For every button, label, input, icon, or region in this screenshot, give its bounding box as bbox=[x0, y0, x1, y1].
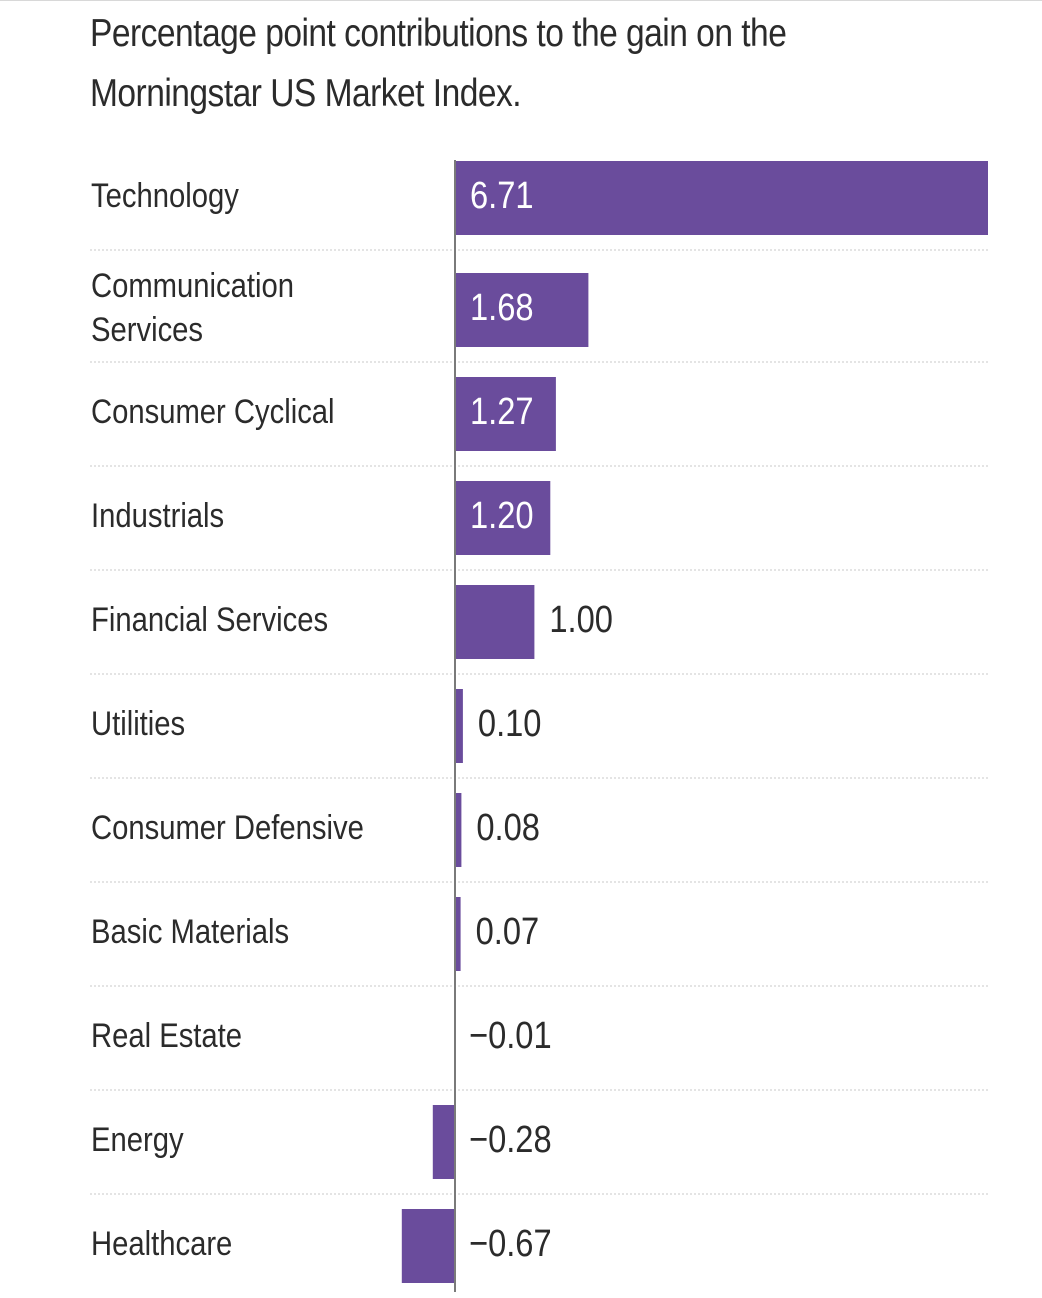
category-label: Basic Materials bbox=[91, 912, 289, 951]
value-label: 0.10 bbox=[478, 702, 542, 745]
bar bbox=[455, 897, 461, 971]
value-label: −0.28 bbox=[469, 1118, 552, 1161]
bar bbox=[401, 1209, 455, 1283]
value-label: 1.20 bbox=[470, 494, 534, 537]
bar bbox=[455, 793, 462, 867]
category-label: Consumer Defensive bbox=[91, 808, 364, 847]
chart-title: Percentage point contributions to the ga… bbox=[90, 12, 787, 115]
bar bbox=[455, 273, 589, 347]
bar bbox=[455, 481, 551, 555]
category-label: Technology bbox=[91, 176, 239, 215]
category-label: Real Estate bbox=[91, 1016, 242, 1055]
category-label: Healthcare bbox=[91, 1224, 232, 1263]
value-label: 1.27 bbox=[470, 390, 534, 433]
value-label: 0.07 bbox=[476, 910, 540, 953]
value-label: 0.08 bbox=[476, 806, 540, 849]
top-rule bbox=[0, 0, 1042, 1]
value-label: −0.67 bbox=[469, 1222, 552, 1265]
bar bbox=[432, 1105, 455, 1179]
category-label: Consumer Cyclical bbox=[91, 392, 335, 431]
category-label: Services bbox=[91, 310, 203, 349]
bar bbox=[455, 689, 463, 763]
bar bbox=[455, 161, 988, 235]
category-label: Communication bbox=[91, 266, 294, 305]
category-label: Industrials bbox=[91, 496, 224, 535]
value-label: −0.01 bbox=[469, 1014, 552, 1057]
value-label: 1.00 bbox=[549, 598, 613, 641]
value-label: 6.71 bbox=[470, 174, 534, 217]
category-label: Energy bbox=[91, 1120, 184, 1159]
category-label: Financial Services bbox=[91, 600, 328, 639]
bar bbox=[455, 585, 535, 659]
value-label: 1.68 bbox=[470, 286, 534, 329]
bar bbox=[455, 377, 556, 451]
category-label: Utilities bbox=[91, 704, 185, 743]
